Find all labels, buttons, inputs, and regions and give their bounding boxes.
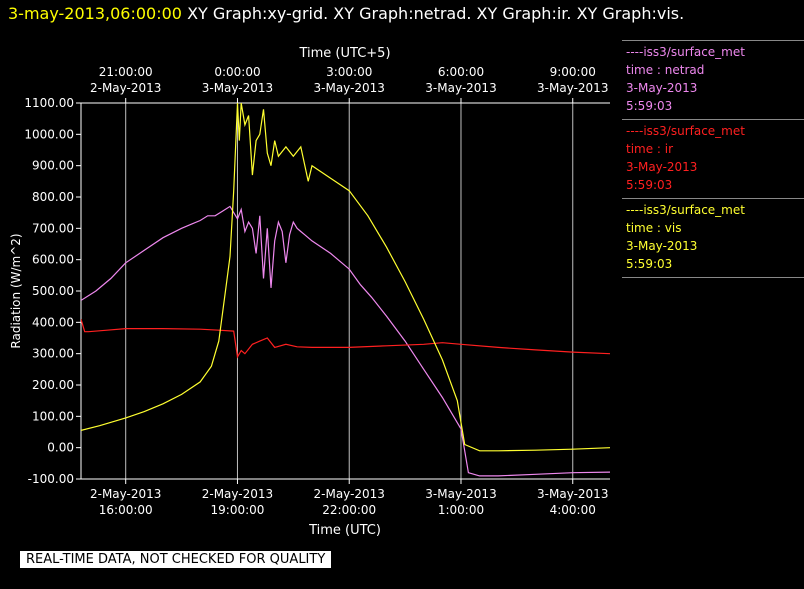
legend-entry-ir: ----iss3/surface_met time : ir 3-May-201… xyxy=(622,119,804,198)
x-top-tick-label-date: 3-May-2013 xyxy=(537,81,608,95)
y-tick-label: 700.00 xyxy=(32,221,74,235)
legend-field: time : vis xyxy=(626,221,682,235)
x-top-tick-label-time: 3:00:00 xyxy=(326,65,372,79)
x-top-tick-label-time: 0:00:00 xyxy=(214,65,260,79)
legend-field: time : netrad xyxy=(626,63,705,77)
title-graphs: XY Graph:xy-grid. XY Graph:netrad. XY Gr… xyxy=(187,4,685,23)
y-tick-label: 1100.00 xyxy=(24,96,74,110)
y-tick-label: 100.00 xyxy=(32,409,74,423)
x-tick-label-date: 3-May-2013 xyxy=(537,487,608,501)
x-top-tick-label-time: 9:00:00 xyxy=(550,65,596,79)
y-tick-label: 1000.00 xyxy=(24,127,74,141)
x-tick-label-time: 4:00:00 xyxy=(550,503,596,517)
y-tick-label: 300.00 xyxy=(32,347,74,361)
x-top-tick-label-date: 2-May-2013 xyxy=(90,81,161,95)
y-tick-label: 200.00 xyxy=(32,378,74,392)
series-line-ir xyxy=(81,319,610,359)
x-top-tick-label-date: 3-May-2013 xyxy=(314,81,385,95)
x-tick-label-time: 1:00:00 xyxy=(438,503,484,517)
y-tick-label: 800.00 xyxy=(32,190,74,204)
legend-entry-vis: ----iss3/surface_met time : vis 3-May-20… xyxy=(622,198,804,277)
y-tick-label: 500.00 xyxy=(32,284,74,298)
x-tick-label-date: 2-May-2013 xyxy=(90,487,161,501)
legend-date: 3-May-2013 xyxy=(626,239,698,253)
legend-series-name: ----iss3/surface_met xyxy=(626,203,745,217)
x-top-tick-label-date: 3-May-2013 xyxy=(425,81,496,95)
legend-date: 3-May-2013 xyxy=(626,81,698,95)
y-tick-label: -100.00 xyxy=(28,472,74,486)
legend-series-name: ----iss3/surface_met xyxy=(626,45,745,59)
legend: ----iss3/surface_met time : netrad 3-May… xyxy=(622,40,804,284)
x-tick-label-date: 3-May-2013 xyxy=(425,487,496,501)
x-tick-label-time: 19:00:00 xyxy=(211,503,265,517)
x-tick-label-date: 2-May-2013 xyxy=(314,487,385,501)
x-top-tick-label-time: 6:00:00 xyxy=(438,65,484,79)
legend-time: 5:59:03 xyxy=(626,257,673,271)
title-date: 3-may-2013,06:00:00 xyxy=(8,4,182,23)
legend-entry-netrad: ----iss3/surface_met time : netrad 3-May… xyxy=(622,40,804,119)
x-top-tick-label-time: 21:00:00 xyxy=(99,65,153,79)
x-tick-label-time: 16:00:00 xyxy=(99,503,153,517)
x-tick-label-time: 22:00:00 xyxy=(322,503,376,517)
legend-time: 5:59:03 xyxy=(626,99,673,113)
x-top-tick-label-date: 3-May-2013 xyxy=(202,81,273,95)
y-tick-label: 900.00 xyxy=(32,159,74,173)
legend-time: 5:59:03 xyxy=(626,178,673,192)
x-tick-label-date: 2-May-2013 xyxy=(202,487,273,501)
legend-series-name: ----iss3/surface_met xyxy=(626,124,745,138)
page-title: 3-may-2013,06:00:00 XY Graph:xy-grid. XY… xyxy=(8,4,684,23)
legend-date: 3-May-2013 xyxy=(626,160,698,174)
y-tick-label: 600.00 xyxy=(32,253,74,267)
y-tick-label: 400.00 xyxy=(32,315,74,329)
x-axis-title: Time (UTC) xyxy=(308,523,381,538)
y-tick-label: 0.00 xyxy=(47,441,74,455)
legend-field: time : ir xyxy=(626,142,674,156)
x-top-axis-title: Time (UTC+5) xyxy=(298,46,390,61)
y-axis-title: Radiation (W/m^2) xyxy=(9,233,23,348)
legend-bottom-rule xyxy=(622,277,804,284)
series-line-netrad xyxy=(81,205,610,477)
disclaimer-banner: REAL-TIME DATA, NOT CHECKED FOR QUALITY xyxy=(20,551,332,568)
series-line-vis xyxy=(81,103,610,452)
